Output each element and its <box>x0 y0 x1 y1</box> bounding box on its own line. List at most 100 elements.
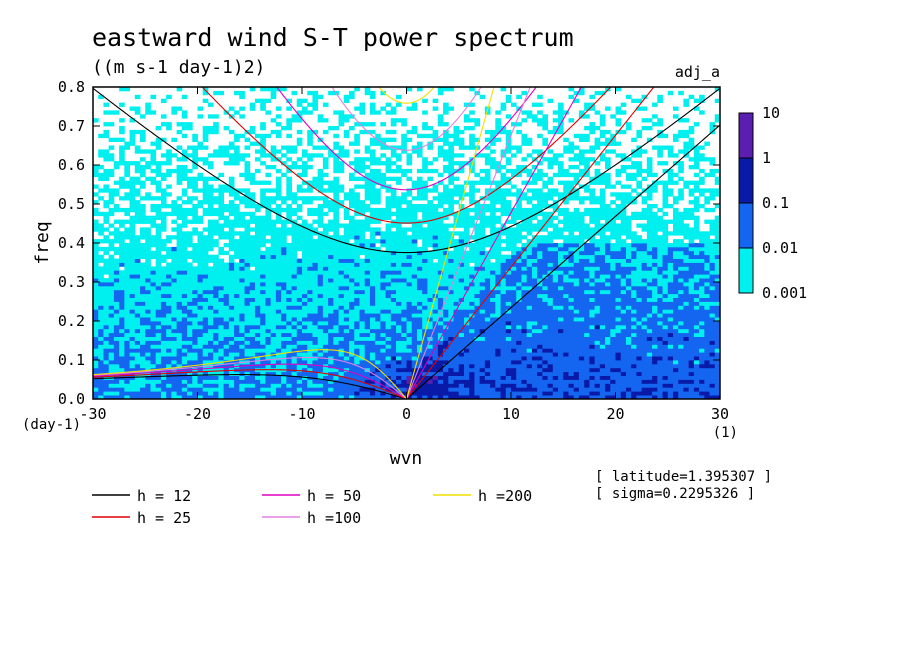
heatmap-cell <box>401 324 407 330</box>
heatmap-cell <box>427 356 434 361</box>
heatmap-cell <box>672 246 679 252</box>
heatmap-cell <box>406 371 413 376</box>
heatmap-cell <box>495 262 501 267</box>
heatmap-cell <box>160 317 167 322</box>
heatmap-cell <box>291 270 298 275</box>
heatmap-cell <box>187 266 193 271</box>
heatmap-cell <box>181 301 188 306</box>
heatmap-cell <box>202 387 209 392</box>
heatmap-cell <box>537 285 543 291</box>
heatmap-cell <box>239 305 245 310</box>
heatmap-cell <box>249 375 256 380</box>
heatmap-cell <box>521 297 528 302</box>
heatmap-cell <box>181 344 188 349</box>
heatmap-cell <box>223 344 230 349</box>
heatmap-cell <box>103 301 110 306</box>
heatmap-cell <box>302 266 308 271</box>
heatmap-cell <box>249 332 256 337</box>
heatmap-cell <box>380 289 387 295</box>
heatmap-cell <box>197 274 204 279</box>
heatmap-cell <box>322 274 329 279</box>
heatmap-cell <box>270 258 277 263</box>
heatmap-cell <box>427 360 434 365</box>
heatmap-cell <box>437 352 444 357</box>
heatmap-cell <box>119 305 125 310</box>
heatmap-cell <box>683 266 690 271</box>
heatmap-cell <box>652 278 658 283</box>
heatmap-cell <box>416 305 423 310</box>
heatmap-cell <box>396 309 402 314</box>
heatmap-cell <box>714 336 720 341</box>
heatmap-cell <box>709 301 716 306</box>
heatmap-cell <box>202 239 209 244</box>
heatmap-cell <box>484 375 491 380</box>
heatmap-cell <box>317 274 324 279</box>
heatmap-cell <box>474 387 481 392</box>
heatmap-cell <box>594 239 601 244</box>
heatmap-cell <box>599 297 606 302</box>
heatmap-cell <box>218 274 225 279</box>
heatmap-cell <box>563 375 569 380</box>
heatmap-cell <box>166 278 172 283</box>
heatmap-cell <box>584 293 590 298</box>
heatmap-cell <box>406 243 413 248</box>
heatmap-cell <box>646 309 653 314</box>
heatmap-cell <box>573 332 580 337</box>
heatmap-cell <box>568 258 575 263</box>
heatmap-cell <box>463 395 470 399</box>
heatmap-cell <box>599 293 606 298</box>
heatmap-cell <box>589 274 596 279</box>
heatmap-cell <box>416 254 423 259</box>
heatmap-cell <box>521 282 528 287</box>
heatmap-cell <box>307 363 313 369</box>
heatmap-cell <box>166 289 172 295</box>
heatmap-cell <box>631 278 637 283</box>
heatmap-cell <box>207 297 214 302</box>
heatmap-cell <box>129 352 136 357</box>
heatmap-cell <box>474 243 481 248</box>
heatmap-cell <box>526 395 533 399</box>
heatmap-cell <box>610 285 616 291</box>
heatmap-cell <box>615 309 622 314</box>
heatmap-cell <box>103 340 110 345</box>
heatmap-cell <box>260 383 266 388</box>
heatmap-cell <box>526 344 533 349</box>
heatmap-cell <box>610 336 616 341</box>
heatmap-cell <box>437 289 444 295</box>
heatmap-cell <box>479 321 486 326</box>
heatmap-cell <box>453 340 460 345</box>
heatmap-cell <box>563 278 569 283</box>
heatmap-cell <box>714 235 720 240</box>
heatmap-cell <box>145 282 151 287</box>
heatmap-cell <box>307 336 313 341</box>
heatmap-cell <box>254 266 261 271</box>
heatmap-cell <box>563 356 569 361</box>
heatmap-cell <box>322 383 329 388</box>
heatmap-cell <box>453 246 460 252</box>
heatmap-cell <box>150 254 157 259</box>
heatmap-cell <box>552 262 559 267</box>
heatmap-cell <box>474 352 481 357</box>
heatmap-cell <box>631 305 637 310</box>
heatmap-cell <box>526 383 533 388</box>
heatmap-cell <box>443 328 449 334</box>
heatmap-cell <box>511 324 517 330</box>
heatmap-cell <box>140 375 146 380</box>
heatmap-cell <box>620 297 627 302</box>
heatmap-cell <box>197 344 204 349</box>
heatmap-cell <box>453 266 460 271</box>
heatmap-cell <box>500 360 507 365</box>
heatmap-cell <box>620 313 627 318</box>
heatmap-cell <box>213 371 219 376</box>
heatmap-cell <box>636 305 643 310</box>
heatmap-cell <box>458 266 465 271</box>
heatmap-cell <box>693 289 700 295</box>
heatmap-cell <box>364 313 371 318</box>
heatmap-cell <box>479 371 486 376</box>
heatmap-cell <box>437 367 444 373</box>
heatmap-cell <box>113 395 120 399</box>
heatmap-cell <box>369 336 376 341</box>
heatmap-cell <box>474 363 481 369</box>
heatmap-cell <box>615 375 622 380</box>
heatmap-cell <box>275 274 282 279</box>
